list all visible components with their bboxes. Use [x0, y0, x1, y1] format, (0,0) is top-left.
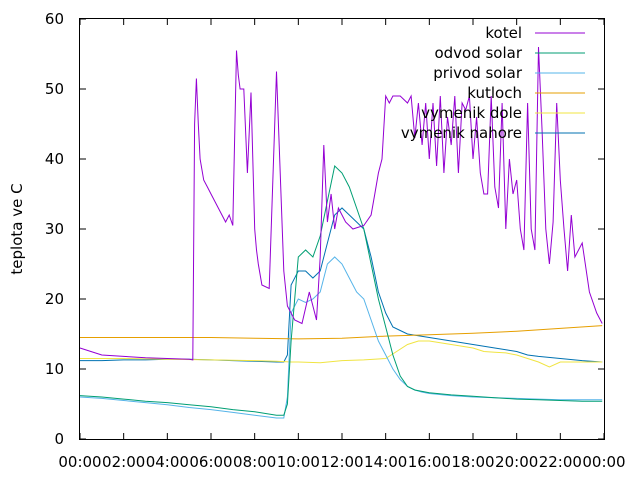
y-tick-label: 40: [45, 150, 64, 168]
x-tick-label: 20:00: [495, 453, 538, 471]
y-tick-label: 30: [45, 220, 64, 238]
x-tick-label: 18:00: [451, 453, 494, 471]
x-tick-label: 16:00: [408, 453, 451, 471]
x-tick-label: 12:00: [320, 453, 363, 471]
x-axis: 00:00 02:00 04:00 06:00 08:00 10:00 12:00 14:00…: [58, 19, 626, 471]
x-tick-label: 02:00: [102, 453, 145, 471]
y-tick-label: 60: [45, 10, 64, 28]
legend: kotel odvod solar privod solar kutloch vymen…: [401, 24, 585, 142]
y-axis-label: teplota ve C: [8, 183, 26, 274]
legend-label: kutloch: [467, 84, 522, 102]
series-line-kotel: [79, 46, 603, 361]
plot-frame: [79, 18, 605, 440]
y-tick-label: 0: [54, 430, 64, 448]
x-tick-label: 22:00: [539, 453, 582, 471]
y-axis: 0 10 20 30 40 50 60: [45, 10, 604, 448]
x-tick-label: 14:00: [364, 453, 407, 471]
y-tick-label: 10: [45, 360, 64, 378]
legend-label: vymenik nahore: [401, 124, 522, 142]
x-tick-label: 00:00: [58, 453, 101, 471]
series-line-kutloch: [80, 325, 603, 340]
x-tick-label: 04:00: [146, 453, 189, 471]
y-tick-label: 50: [45, 80, 64, 98]
series-line-vymenik-nahore: [80, 207, 603, 363]
legend-label: vymenik dole: [421, 104, 522, 122]
legend-label: kotel: [485, 24, 522, 42]
series-layer: [79, 46, 603, 419]
legend-label: odvod solar: [434, 44, 522, 62]
legend-label: privod solar: [433, 64, 523, 82]
series-line-odvod-solar: [79, 165, 603, 416]
series-line-vymenik-dole: [80, 340, 603, 368]
x-tick-label: 06:00: [189, 453, 232, 471]
x-tick-label: 08:00: [233, 453, 276, 471]
series-line-privod-solar: [79, 256, 603, 419]
y-tick-label: 20: [45, 290, 64, 308]
x-tick-label: 10:00: [277, 453, 320, 471]
x-tick-label: 00:00: [582, 453, 625, 471]
